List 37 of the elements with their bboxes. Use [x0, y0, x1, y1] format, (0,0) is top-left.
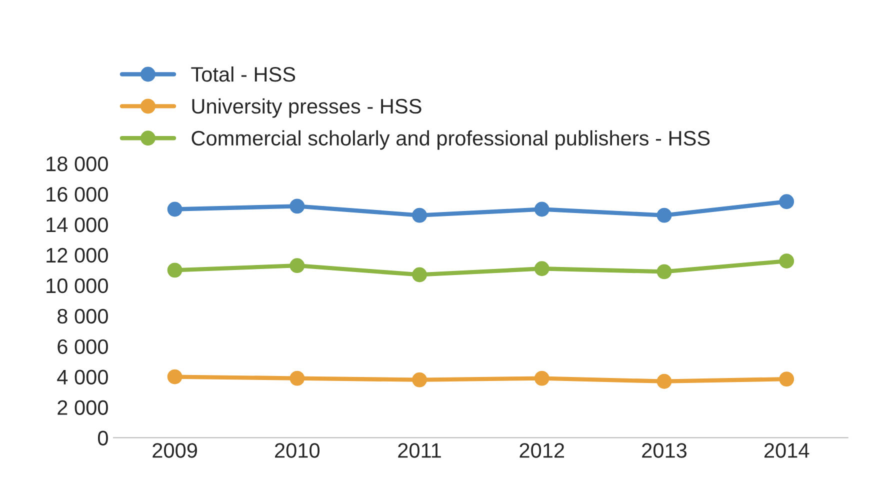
x-tick-label: 2013	[642, 443, 686, 458]
x-tick-label: 2010	[275, 443, 320, 458]
point	[412, 267, 427, 282]
point	[656, 264, 672, 280]
legend-label: University presses - HSS	[192, 98, 422, 118]
point	[167, 202, 182, 217]
point	[167, 369, 182, 384]
x-tick-label: 2011	[398, 443, 441, 458]
y-tick-label: 0	[98, 430, 108, 446]
legend-label: Commercial scholarly and professional publishers - HSS	[192, 130, 710, 150]
x-tick-label: 2012	[520, 443, 564, 458]
y-tick-label: 16 000	[46, 187, 108, 202]
y-tick-label: 12 000	[46, 248, 108, 263]
y-tick-label: 18 000	[46, 156, 108, 172]
point	[779, 372, 794, 387]
x-tick-label: 2009	[152, 443, 197, 458]
legend-label: Total - HSS	[191, 66, 296, 82]
point	[290, 258, 305, 274]
x-tick-label: 2014	[764, 443, 810, 458]
point	[290, 370, 305, 386]
point	[534, 370, 550, 386]
point	[412, 208, 427, 223]
point	[656, 208, 672, 223]
y-tick-label: 14 000	[46, 217, 108, 232]
point	[656, 374, 672, 389]
y-tick-label: 2 000	[58, 400, 108, 415]
y-tick-label: 6 000	[58, 339, 108, 354]
point	[167, 262, 182, 278]
point	[779, 194, 794, 210]
point	[290, 198, 305, 214]
point	[534, 202, 550, 217]
point	[412, 372, 427, 388]
y-tick-label: 10 000	[46, 278, 108, 294]
point	[779, 254, 794, 268]
y-tick-label: 4 000	[57, 370, 108, 385]
y-tick-label: 8 000	[58, 308, 108, 324]
point	[534, 261, 550, 276]
